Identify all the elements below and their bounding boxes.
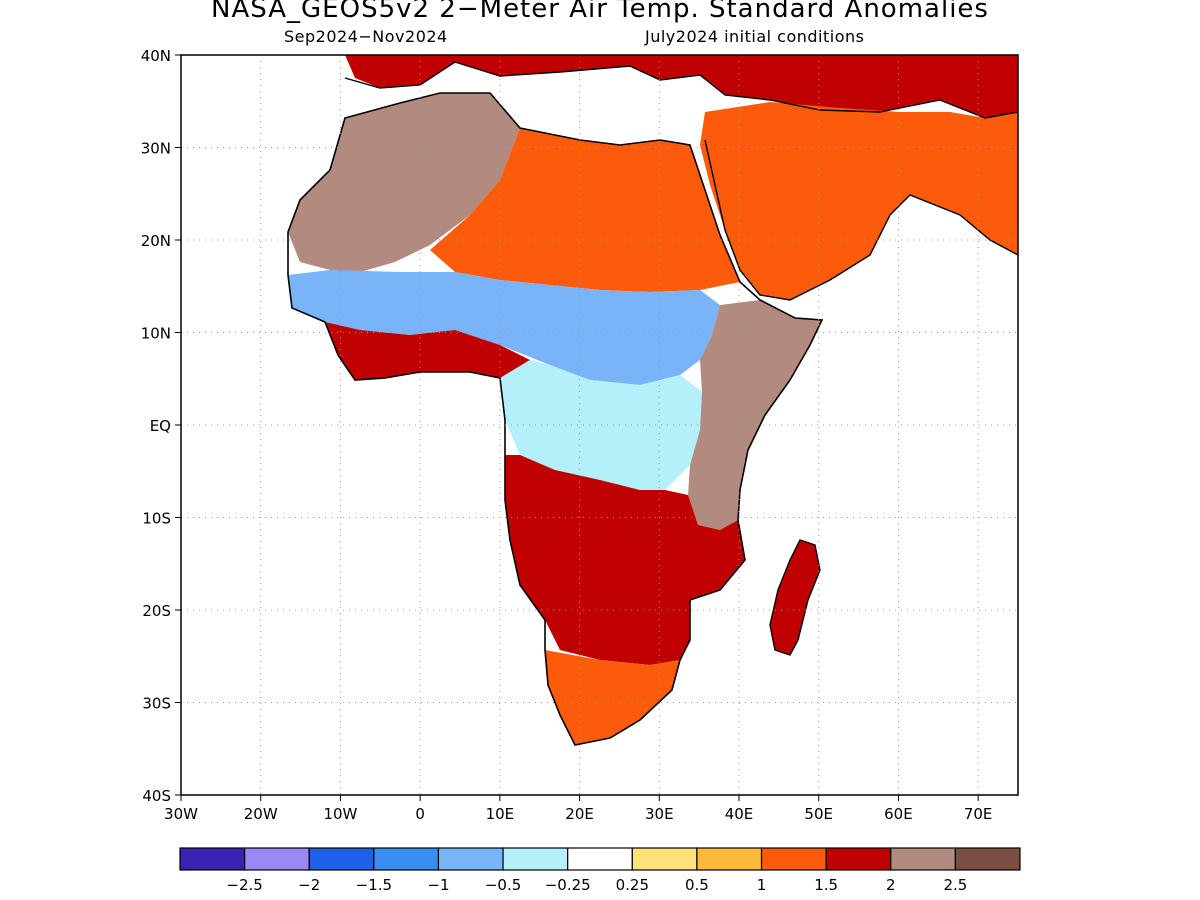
- colorbar-label: −1.5: [356, 876, 392, 894]
- region-east-africa: [688, 300, 822, 530]
- colorbar-swatch: [308, 847, 375, 871]
- lon-tick-label: 20W: [244, 805, 278, 823]
- lon-tick-label: 30E: [645, 805, 674, 823]
- region-mediterranean-europe: [345, 55, 1018, 118]
- colorbar-swatch: [954, 847, 1021, 871]
- region-arabia: [700, 102, 1018, 300]
- colorbar-swatch: [825, 847, 892, 871]
- colorbar-label: −1: [427, 876, 449, 894]
- colorbar-label: 2.5: [943, 876, 967, 894]
- lat-tick-label: 20S: [142, 602, 171, 620]
- region-south-africa: [545, 650, 680, 745]
- region-northwest-sahara: [288, 93, 520, 272]
- lon-tick-label: 20E: [565, 805, 594, 823]
- colorbar-label: −0.5: [485, 876, 521, 894]
- colorbar-swatch: [502, 847, 569, 871]
- colorbar-label: −2: [298, 876, 320, 894]
- lon-tick-label: 40E: [725, 805, 754, 823]
- colorbar-label: 2: [886, 876, 896, 894]
- lon-tick-label: 60E: [884, 805, 913, 823]
- lat-tick-label: 30N: [141, 140, 171, 158]
- lon-tick-label: 50E: [804, 805, 833, 823]
- colorbar-swatch: [567, 847, 633, 871]
- colorbar-swatch: [244, 847, 310, 871]
- lat-tick-label: 40S: [142, 787, 171, 805]
- region-madagascar: [770, 540, 820, 655]
- lon-tick-label: 70E: [964, 805, 993, 823]
- colorbar-swatch: [890, 847, 956, 871]
- colorbar-label: 0.5: [685, 876, 709, 894]
- colorbar-swatch: [696, 847, 763, 871]
- region-sahel: [288, 270, 720, 385]
- colorbar-label: 0.25: [616, 876, 649, 894]
- colorbar-label: 1.5: [814, 876, 838, 894]
- colorbar-swatch: [373, 847, 440, 871]
- lat-tick-label: 10N: [141, 325, 171, 343]
- forecast-period: Sep2024−Nov2024: [284, 27, 448, 46]
- colorbar-label: −0.25: [545, 876, 591, 894]
- initial-conditions: July2024 initial conditions: [645, 27, 865, 46]
- map-frame: [180, 54, 1019, 796]
- colorbar-swatch: [631, 847, 698, 871]
- lat-tick-label: EQ: [150, 417, 171, 435]
- lon-tick-label: 10E: [486, 805, 515, 823]
- region-southern-africa: [505, 455, 745, 665]
- lat-tick-label: 10S: [142, 510, 171, 528]
- colorbar-swatch: [437, 847, 504, 871]
- coastline-madagascar: [769, 539, 821, 656]
- lon-tick-label: 10W: [323, 805, 357, 823]
- colorbar: −2.5 −2 −1.5 −1 −0.5 −0.25 0.25 0.5 1 1.5 2 2.5: [179, 847, 1021, 894]
- coastline-arabia: [704, 139, 1019, 301]
- lat-tick-label: 40N: [141, 47, 171, 65]
- map-title: NASA_GEOS5v2 2−Meter Air Temp. Standard …: [211, 0, 989, 24]
- lat-tick-label: 30S: [142, 695, 171, 713]
- lon-tick-label: 0: [415, 805, 425, 823]
- region-central-sahara: [430, 128, 740, 292]
- colorbar-label: −2.5: [226, 876, 262, 894]
- lon-tick-label: 30W: [164, 805, 198, 823]
- region-guinea-coast: [325, 322, 530, 380]
- coastline-europe: [344, 61, 1019, 119]
- coastline: [287, 92, 824, 746]
- colorbar-swatch: [760, 847, 827, 871]
- colorbar-swatch: [179, 847, 246, 871]
- lat-tick-label: 20N: [141, 232, 171, 250]
- colorbar-label: 1: [757, 876, 767, 894]
